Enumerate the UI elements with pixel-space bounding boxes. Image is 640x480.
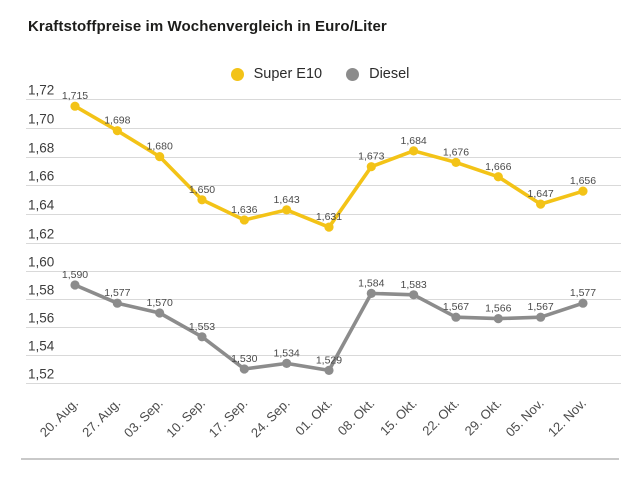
x-axis-label: 17. Sep.: [206, 396, 251, 441]
x-axis-label: 10. Sep.: [163, 396, 208, 441]
data-point-label: 1,553: [189, 321, 215, 333]
data-point-marker: [324, 222, 334, 232]
data-point-marker: [155, 308, 165, 318]
grid-panel-1: 1,60 1,58 1,56 1,54 1,52: [26, 255, 621, 384]
data-point-marker: [536, 199, 546, 209]
data-point-marker: [493, 172, 503, 182]
data-point-marker: [112, 126, 122, 136]
y-tick-label: 1,54: [28, 339, 55, 354]
y-tick-label: 1,68: [28, 141, 54, 156]
data-point-label: 1,570: [147, 297, 173, 309]
data-point-label: 1,636: [231, 204, 257, 216]
data-point-marker: [536, 312, 546, 322]
data-point-label: 1,534: [274, 347, 300, 359]
data-point-marker: [70, 280, 80, 290]
data-point-marker: [451, 312, 461, 322]
super-e10-swatch-icon: [230, 67, 244, 81]
data-point-marker: [366, 288, 376, 298]
data-point-marker: [451, 157, 461, 167]
diesel-swatch-icon: [346, 67, 360, 81]
x-axis-label: 20. Aug.: [37, 396, 81, 440]
y-tick-label: 1,64: [28, 198, 55, 213]
data-point-label: 1,715: [62, 90, 88, 102]
data-point-label: 1,631: [316, 211, 342, 223]
chart-title: Kraftstoffpreise im Wochenvergleich in E…: [28, 18, 387, 35]
data-point-label: 1,680: [147, 141, 173, 153]
x-axis-label: 01. Okt.: [292, 396, 335, 439]
data-point-label: 1,666: [485, 161, 511, 173]
data-point-marker: [493, 314, 503, 324]
grid-panel-0: 1,72 1,70 1,68 1,66 1,64 1,62: [26, 83, 621, 244]
series-diesel: 1,590 1,577 1,570 1,553 1,530 1,534 1,529 1,584…: [62, 269, 596, 375]
legend-label-super-e10: Super E10: [253, 66, 323, 82]
data-point-label: 1,584: [358, 277, 384, 289]
y-tick-label: 1,66: [28, 169, 54, 184]
data-point-marker: [578, 186, 588, 196]
data-point-marker: [155, 152, 165, 162]
x-axis-labels: 20. Aug.27. Aug.03. Sep.10. Sep.17. Sep.…: [37, 396, 589, 441]
y-tick-label: 1,70: [28, 112, 54, 127]
data-point-label: 1,647: [527, 188, 553, 200]
x-axis-label: 15. Okt.: [377, 396, 420, 439]
y-tick-label: 1,60: [28, 255, 54, 270]
data-point-marker: [70, 101, 80, 111]
data-point-label: 1,656: [570, 175, 596, 187]
series-super-e10: 1,715 1,698 1,680 1,650 1,636 1,643 1,631 1,673…: [62, 90, 596, 232]
data-point-label: 1,567: [443, 301, 469, 313]
x-axis-label: 08. Okt.: [335, 396, 378, 439]
data-point-label: 1,529: [316, 354, 342, 366]
x-axis-label: 12. Nov.: [545, 396, 589, 440]
data-point-label: 1,673: [358, 151, 384, 163]
data-point-label: 1,590: [62, 269, 88, 281]
data-point-marker: [324, 365, 334, 375]
legend-item-diesel: Diesel: [346, 66, 409, 82]
data-point-label: 1,698: [104, 115, 130, 127]
y-tick-label: 1,56: [28, 311, 54, 326]
data-point-label: 1,577: [104, 287, 130, 299]
data-point-marker: [578, 298, 588, 308]
data-point-marker: [239, 215, 249, 225]
y-tick-label: 1,62: [28, 227, 54, 242]
data-point-label: 1,650: [189, 184, 215, 196]
legend-item-super-e10: Super E10: [230, 66, 323, 82]
data-point-label: 1,577: [570, 287, 596, 299]
data-point-label: 1,676: [443, 146, 469, 158]
x-axis-label: 03. Sep.: [121, 396, 166, 441]
data-point-label: 1,684: [400, 135, 426, 147]
data-point-marker: [112, 298, 122, 308]
legend-label-diesel: Diesel: [369, 66, 410, 82]
x-axis-label: 22. Okt.: [419, 396, 462, 439]
data-point-marker: [409, 290, 419, 300]
data-point-marker: [197, 332, 207, 342]
data-point-marker: [239, 364, 249, 374]
data-point-label: 1,643: [274, 194, 300, 206]
x-axis-label: 27. Aug.: [79, 396, 123, 440]
data-point-marker: [197, 195, 207, 205]
x-axis-label: 29. Okt.: [462, 396, 505, 439]
data-point-marker: [409, 146, 419, 156]
x-axis-label: 24. Sep.: [248, 396, 293, 441]
data-point-marker: [282, 205, 292, 215]
data-point-label: 1,583: [400, 279, 426, 291]
data-point-marker: [282, 358, 292, 368]
y-tick-label: 1,72: [28, 83, 54, 98]
y-tick-label: 1,58: [28, 283, 54, 298]
data-point-marker: [366, 162, 376, 172]
y-tick-label: 1,52: [28, 367, 54, 382]
x-axis-label: 05. Nov.: [503, 396, 547, 440]
data-point-label: 1,566: [485, 303, 511, 315]
data-point-label: 1,530: [231, 353, 257, 365]
legend: Super E10 Diesel: [0, 66, 640, 82]
data-point-label: 1,567: [527, 301, 553, 313]
